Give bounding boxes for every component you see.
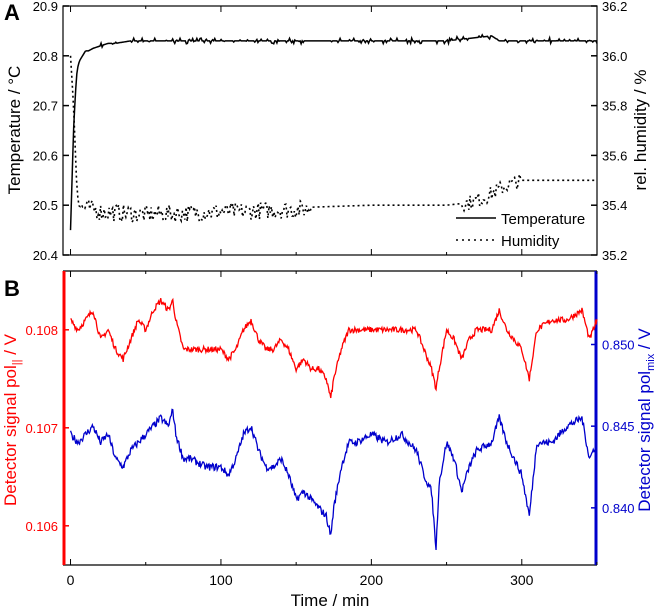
- y-tick-label: 35.6: [602, 148, 627, 163]
- panel-a-series: [69, 33, 598, 231]
- panel-b-ylabel: Detector signal pol|| / V: [1, 333, 23, 506]
- y-tick-label: 0.850: [602, 338, 635, 353]
- y-tick-label: 20.4: [33, 248, 58, 263]
- panel-b-right-tick-labels: 0.840 0.845 0.850: [591, 338, 635, 516]
- legend-humidity: Humidity: [501, 233, 560, 250]
- panel-b-ticks: [70, 271, 598, 565]
- panel-b-label: B: [4, 276, 20, 301]
- panel-b-ylabel-main: Detector signal pol: [1, 365, 20, 506]
- y-tick-label: 20.5: [33, 198, 58, 213]
- panel-b-y2label: Detector signal polmix / V: [635, 328, 657, 512]
- panel-b-ylabel-sub: ||: [11, 359, 23, 365]
- y-tick-label: 0.108: [25, 323, 58, 338]
- series-temperature: [69, 33, 598, 231]
- y-tick-label: 36.2: [602, 0, 627, 14]
- x-tick-label: 100: [209, 572, 233, 588]
- panel-b-y2label-main: Detector signal pol: [635, 371, 654, 512]
- series-pol-mix: [69, 408, 598, 551]
- panel-a-ylabel: Temperature / °C: [5, 66, 24, 195]
- y-tick-label: 35.4: [602, 198, 627, 213]
- y-tick-label: 35.8: [602, 99, 627, 114]
- x-axis-label: Time / min: [291, 591, 370, 610]
- panel-b-x-tick-labels: 0 100 200 300: [67, 572, 534, 588]
- panel-b-ylabel-unit: / V: [1, 333, 20, 359]
- y-tick-label: 0.107: [25, 421, 58, 436]
- y-tick-label: 20.9: [33, 0, 58, 14]
- panel-a-left-tick-labels: 20.4 20.5 20.6 20.7 20.8 20.9: [33, 0, 69, 263]
- panel-a-y2label: rel. humidity / %: [631, 70, 650, 191]
- panel-a-frame: [62, 5, 598, 256]
- y-tick-label: 20.7: [33, 99, 58, 114]
- panel-b-y2label-sub: mix: [645, 353, 657, 371]
- y-tick-label: 20.6: [33, 148, 58, 163]
- y-tick-label: 20.8: [33, 49, 58, 64]
- y-tick-label: 36.0: [602, 49, 627, 64]
- legend-temperature: Temperature: [501, 211, 585, 228]
- x-tick-label: 300: [510, 572, 534, 588]
- y-tick-label: 0.106: [25, 519, 58, 534]
- panel-a-ticks: [70, 6, 598, 255]
- x-tick-label: 200: [360, 572, 384, 588]
- x-tick-label: 0: [67, 572, 75, 588]
- y-tick-label: 0.845: [602, 419, 635, 434]
- series-pol-parallel: [70, 297, 598, 399]
- y-tick-label: 0.840: [602, 501, 635, 516]
- panel-b-left-tick-labels: 0.106 0.107 0.108: [25, 323, 69, 534]
- panel-a-label: A: [4, 0, 20, 25]
- series-humidity: [69, 55, 597, 225]
- y-tick-label: 35.2: [602, 248, 627, 263]
- panel-a-right-tick-labels: 35.2 35.4 35.6 35.8 36.0 36.2: [591, 0, 627, 263]
- panel-b-y2label-unit: / V: [635, 328, 654, 354]
- panel-a-legend: Temperature Humidity: [456, 211, 585, 250]
- panel-b-series: [69, 297, 598, 551]
